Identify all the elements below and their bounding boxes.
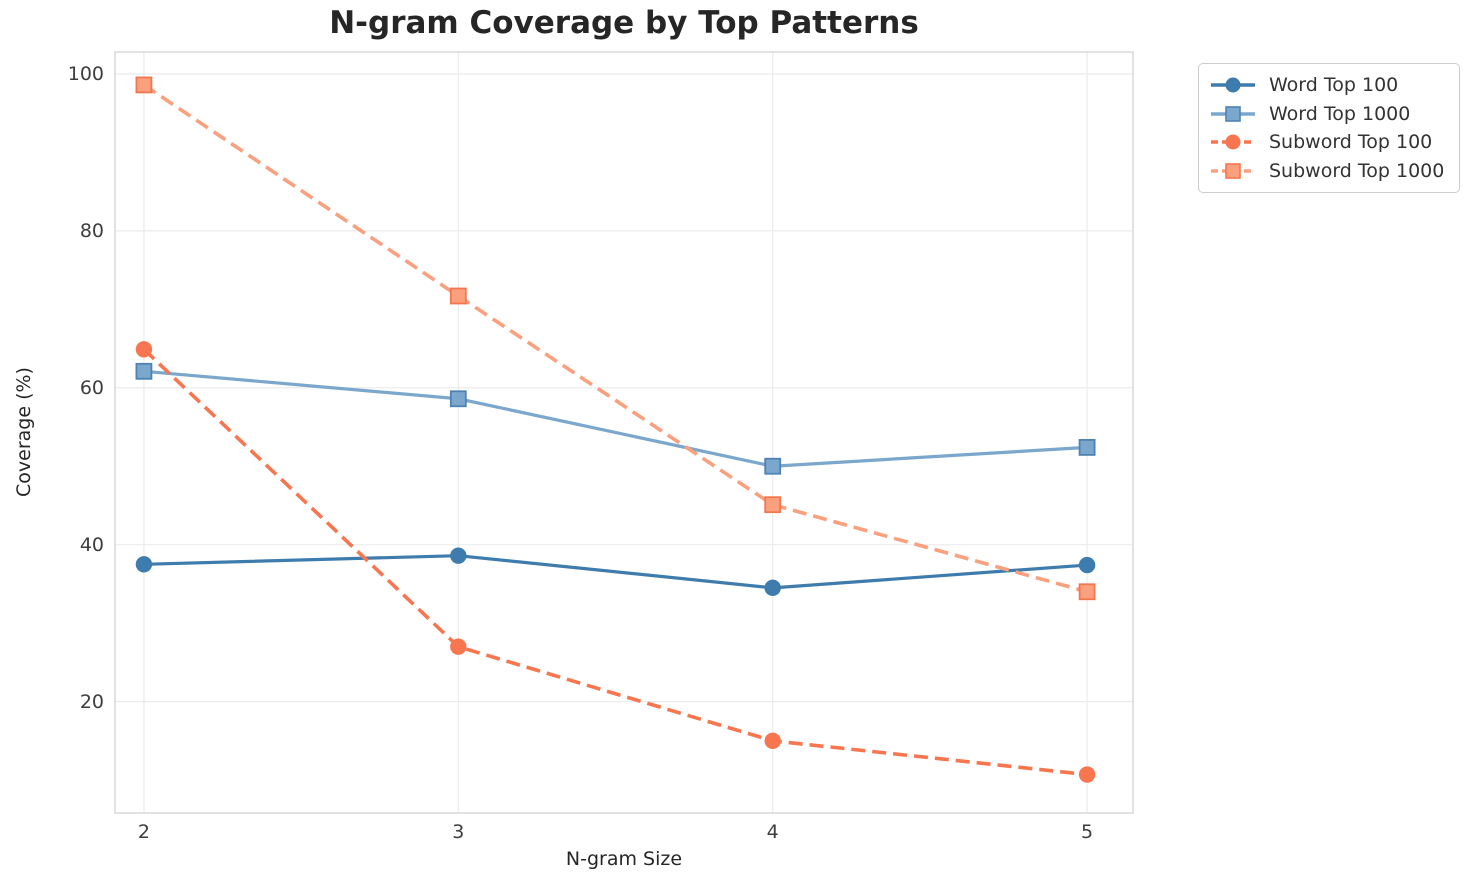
x-axis-label: N-gram Size: [565, 848, 683, 870]
marker-subword-top-100: [1078, 766, 1096, 783]
series-line-subword-top-100: [142, 348, 1088, 777]
y-tick-100: 100: [67, 62, 104, 85]
y-tick-60: 60: [79, 376, 104, 399]
legend-sample-line-circle-icon: [1211, 77, 1255, 93]
y-axis-label: Coverage (%): [13, 367, 35, 497]
x-tick-5: 5: [1081, 821, 1094, 843]
marker-subword-top-100: [764, 732, 781, 750]
legend-label: Subword Top 1000: [1269, 159, 1445, 182]
marker-word-top-1000: [135, 362, 153, 380]
legend-sample-dashed-circle-icon: [1211, 134, 1255, 150]
legend-sample-dashed-square-icon: [1211, 162, 1255, 179]
marker-subword-top-1000: [764, 496, 782, 514]
legend-box: Word Top 100 Word Top 1000 Subword Top 1…: [1198, 63, 1460, 193]
series-line-word-top-100: [143, 554, 1088, 590]
marker-word-top-100: [1078, 556, 1096, 574]
marker-subword-top-1000: [135, 76, 153, 94]
legend-sample-line-square-icon: [1211, 105, 1255, 122]
x-tick-3: 3: [452, 821, 465, 843]
marker-subword-top-100: [450, 638, 467, 655]
y-tick-20: 20: [79, 690, 104, 713]
y-tick-80: 80: [79, 219, 104, 242]
x-tick-2: 2: [137, 821, 150, 843]
chart-title: N-gram Coverage by Top Patterns: [329, 5, 919, 41]
marker-subword-top-100: [135, 341, 153, 358]
plot-border: [114, 51, 1134, 814]
legend-item-subword-top-1000: Subword Top 1000: [1209, 160, 1449, 182]
marker-word-top-1000: [449, 390, 467, 408]
legend-item-subword-top-100: Subword Top 100: [1209, 131, 1449, 153]
y-tick-40: 40: [79, 533, 104, 556]
marker-word-top-1000: [764, 457, 782, 475]
marker-subword-top-1000: [449, 287, 467, 305]
marker-word-top-100: [450, 547, 467, 564]
legend-item-word-top-1000: Word Top 1000: [1209, 103, 1449, 125]
x-tick-4: 4: [766, 821, 779, 843]
marker-subword-top-1000: [1078, 583, 1096, 601]
marker-word-top-1000: [1078, 439, 1096, 456]
legend-label: Word Top 100: [1269, 74, 1399, 97]
marker-word-top-100: [135, 556, 153, 573]
legend-item-word-top-100: Word Top 100: [1209, 74, 1449, 96]
legend-label: Word Top 1000: [1269, 102, 1411, 125]
series-line-subword-top-1000: [142, 83, 1088, 594]
legend-label: Subword Top 100: [1269, 131, 1433, 154]
series-line-word-top-1000: [143, 369, 1088, 468]
marker-word-top-100: [764, 579, 781, 597]
